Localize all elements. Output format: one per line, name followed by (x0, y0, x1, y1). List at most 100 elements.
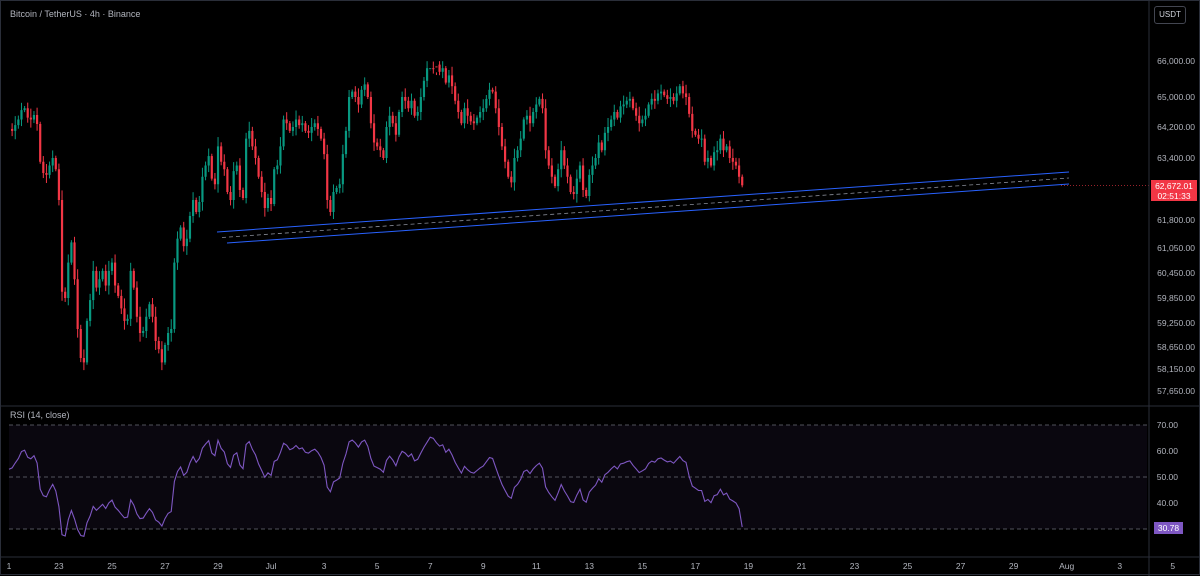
candle-body (35, 115, 39, 124)
candle-body (369, 97, 373, 124)
time-axis-label: 3 (322, 561, 327, 571)
candle-body (557, 169, 560, 187)
candle-body (719, 138, 722, 151)
last-price-tag: 62,672.01 02:51:33 (1151, 180, 1197, 201)
candle-body (101, 270, 104, 280)
candle-body (279, 146, 282, 166)
candle-body (535, 104, 538, 112)
candle-body (635, 108, 638, 116)
candle-body (656, 93, 660, 101)
candle-body (600, 142, 603, 151)
candle-body (569, 176, 572, 192)
symbol-header[interactable]: Bitcoin / TetherUS · 4h · Binance (10, 9, 141, 19)
candle-body (48, 165, 51, 175)
candle-body (737, 165, 741, 177)
candle-body (628, 98, 631, 101)
candle-body (316, 123, 319, 129)
candle-body (89, 300, 92, 321)
candle-body (176, 238, 179, 263)
candle-body (73, 242, 76, 280)
time-axis-label: 21 (797, 561, 807, 571)
candle-body (142, 331, 145, 333)
candle-body (435, 66, 438, 68)
candle-body (17, 119, 20, 126)
candle-body (525, 115, 529, 120)
candle-body (519, 138, 522, 151)
candle-body (697, 134, 700, 139)
candle-body (578, 165, 582, 179)
candle-body (235, 165, 238, 172)
candle-body (553, 176, 557, 187)
candle-body (241, 190, 245, 198)
candle-body (294, 119, 298, 127)
candle-body (503, 146, 507, 162)
candle-body (179, 227, 182, 239)
candle-body (185, 238, 188, 247)
candle-body (120, 295, 123, 309)
candle-body (95, 270, 98, 288)
candle-body (438, 64, 441, 72)
candle-body (588, 174, 591, 196)
candle-body (675, 93, 678, 101)
candle-body (734, 161, 738, 166)
candle-body (135, 287, 139, 317)
time-axis-label: 23 (54, 561, 64, 571)
candle-body (450, 75, 454, 87)
candle-body (585, 190, 588, 196)
candle-body (547, 150, 550, 166)
candle-body (273, 169, 276, 204)
time-axis-label: 29 (213, 561, 223, 571)
candle-body (613, 112, 616, 120)
candle-body (728, 146, 731, 158)
candle-body (132, 270, 135, 288)
candle-body (457, 100, 460, 112)
candle-body (638, 115, 641, 124)
candle-body (475, 117, 479, 124)
candle-body (85, 320, 89, 363)
candle-body (238, 165, 241, 190)
time-axis-label: 5 (1170, 561, 1175, 571)
candle-body (129, 270, 132, 319)
time-axis-label: 25 (107, 561, 117, 571)
rsi-indicator-title[interactable]: RSI (14, close) (10, 410, 70, 420)
candle-body (463, 108, 466, 124)
candle-body (413, 100, 416, 116)
candle-body (138, 316, 142, 333)
candle-body (319, 128, 323, 139)
candle-body (479, 112, 482, 118)
candle-body (550, 165, 553, 177)
candle-body (631, 98, 635, 109)
candle-body (703, 138, 706, 162)
candle-body (64, 291, 67, 298)
time-axis-label: 23 (850, 561, 860, 571)
currency-button[interactable]: USDT (1154, 6, 1186, 24)
candle-body (454, 86, 457, 101)
candle-body (191, 200, 195, 216)
candle-body (335, 188, 338, 192)
candle-body (338, 184, 341, 188)
candle-body (379, 146, 382, 151)
candles-group (11, 61, 744, 371)
time-axis-label: 1 (7, 561, 12, 571)
candle-body (123, 308, 126, 321)
candle-body (167, 333, 170, 345)
candle-body (291, 127, 295, 131)
candle-body (516, 150, 519, 158)
candle-body (641, 119, 644, 124)
candle-body (422, 80, 426, 97)
candle-body (204, 165, 207, 177)
candle-body (669, 97, 672, 99)
candle-body (60, 200, 64, 292)
candle-body (57, 169, 61, 200)
candle-body (672, 97, 675, 101)
candle-body (603, 132, 607, 151)
candle-body (82, 358, 85, 363)
rsi-axis-label: 40.00 (1157, 498, 1179, 508)
candle-body (145, 316, 148, 331)
candle-body (151, 304, 154, 317)
channel-upper-line (216, 171, 1070, 233)
candle-body (357, 97, 360, 105)
rsi-axis-label: 50.00 (1157, 472, 1179, 482)
bar-countdown: 02:51:33 (1157, 191, 1191, 201)
